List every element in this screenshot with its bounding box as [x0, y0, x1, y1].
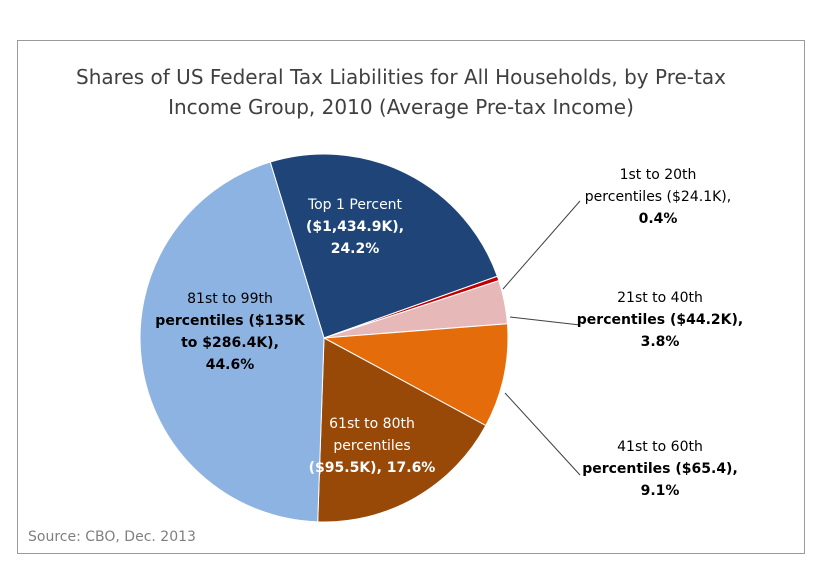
chart-title: Shares of US Federal Tax Liabilities for…	[76, 65, 726, 119]
slice-labels: Top 1 Percent ($1,434.9K), 24.2% 1st to 20t…	[155, 167, 743, 499]
pie-slice	[322, 323, 509, 427]
leader-line	[509, 316, 581, 326]
leader-lines	[502, 200, 581, 476]
source-note: Source: CBO, Dec. 2013	[28, 529, 196, 545]
leader-line	[502, 200, 581, 290]
slice-label: 81st to 99th percentiles ($135K to $286.4K…	[155, 291, 306, 373]
pie-slices	[139, 153, 509, 523]
slice-label: 21st to 40th percentiles ($44.2K), 3.8%	[577, 290, 743, 350]
chart-title-line: Income Group, 2010 (Average Pre-tax Inco…	[168, 95, 634, 119]
chart-frame: Shares of US Federal Tax Liabilities for…	[17, 40, 805, 554]
leader-line	[504, 392, 581, 476]
slice-label: 61st to 80th percentiles ($95.5K), 17.6%	[309, 416, 436, 476]
pie-slice	[317, 337, 487, 523]
slice-label: 41st to 60th percentiles ($65.4), 9.1%	[582, 439, 738, 499]
pie-slice	[139, 161, 325, 523]
slice-label: Top 1 Percent ($1,434.9K), 24.2%	[306, 197, 404, 257]
pie-chart: Shares of US Federal Tax Liabilities for…	[28, 65, 743, 545]
pie-slice	[269, 153, 498, 339]
slice-label: 1st to 20th percentiles ($24.1K), 0.4%	[585, 167, 731, 227]
chart-title-line: Shares of US Federal Tax Liabilities for…	[76, 65, 726, 89]
